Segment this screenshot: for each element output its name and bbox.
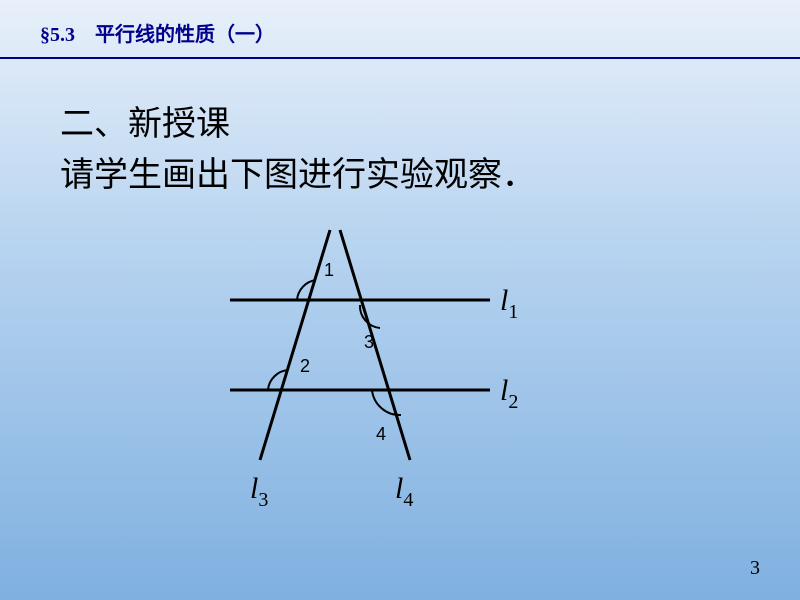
line-l4	[340, 230, 410, 460]
label-l4: l4	[395, 472, 413, 511]
header-title: 平行线的性质（一）	[95, 18, 275, 47]
parallel-lines-diagram: 1 3 2 4 l1 l2 l3 l4	[200, 220, 600, 520]
heading-line-2: 请学生画出下图进行实验观察．	[60, 150, 740, 201]
line-l3	[260, 230, 330, 460]
angle-label-4: 4	[376, 424, 386, 444]
angle-label-2: 2	[300, 356, 310, 376]
section-number: §5.3	[40, 24, 75, 47]
page-number: 3	[750, 557, 760, 580]
angle-label-1: 1	[324, 260, 334, 280]
label-l1: l1	[500, 284, 518, 323]
angle-label-3: 3	[364, 332, 374, 352]
content-area: 二、新授课 请学生画出下图进行实验观察．	[0, 59, 800, 241]
slide-header: §5.3 平行线的性质（一）	[0, 0, 800, 59]
label-l2: l2	[500, 374, 518, 413]
heading-line-1: 二、新授课	[60, 99, 740, 150]
label-l3: l3	[250, 472, 268, 511]
